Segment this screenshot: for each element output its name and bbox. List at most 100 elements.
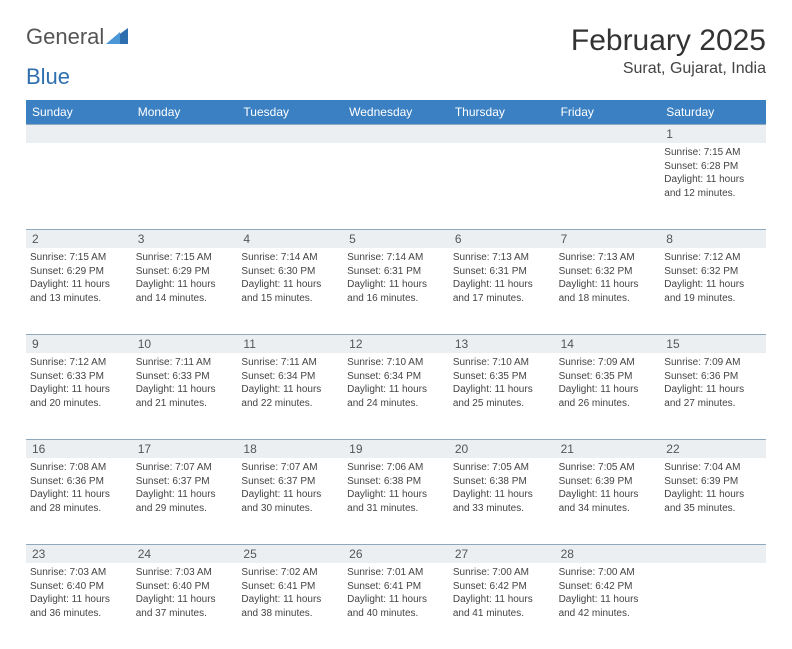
day-number (555, 125, 661, 143)
day-number: 21 (555, 440, 661, 458)
day-cell: Sunrise: 7:03 AMSunset: 6:40 PMDaylight:… (132, 563, 238, 649)
month-title: February 2025 (571, 24, 766, 58)
day-number: 28 (555, 545, 661, 563)
daylight-text: Daylight: 11 hours (664, 278, 762, 292)
day-cell: Sunrise: 7:05 AMSunset: 6:38 PMDaylight:… (449, 458, 555, 544)
daylight-text: Daylight: 11 hours (241, 383, 339, 397)
daylight-text: Daylight: 11 hours (453, 278, 551, 292)
day-number: 14 (555, 335, 661, 353)
sunrise-text: Sunrise: 7:04 AM (664, 461, 762, 475)
daylight-text: Daylight: 11 hours (241, 488, 339, 502)
daylight-text: and 34 minutes. (559, 502, 657, 516)
daylight-text: and 25 minutes. (453, 397, 551, 411)
sunset-text: Sunset: 6:34 PM (241, 370, 339, 384)
day-number: 1 (660, 125, 766, 143)
day-cell (26, 143, 132, 229)
sunrise-text: Sunrise: 7:00 AM (453, 566, 551, 580)
daylight-text: Daylight: 11 hours (30, 278, 128, 292)
sunrise-text: Sunrise: 7:13 AM (453, 251, 551, 265)
week-row: Sunrise: 7:15 AMSunset: 6:29 PMDaylight:… (26, 248, 766, 334)
daylight-text: Daylight: 11 hours (241, 593, 339, 607)
day-number: 10 (132, 335, 238, 353)
daylight-text: Daylight: 11 hours (347, 278, 445, 292)
sunrise-text: Sunrise: 7:11 AM (136, 356, 234, 370)
sunrise-text: Sunrise: 7:03 AM (30, 566, 128, 580)
day-number (343, 125, 449, 143)
logo-triangle-icon (106, 24, 128, 50)
sunrise-text: Sunrise: 7:13 AM (559, 251, 657, 265)
sunset-text: Sunset: 6:37 PM (241, 475, 339, 489)
day-header: Monday (132, 100, 238, 124)
day-number (26, 125, 132, 143)
day-cell: Sunrise: 7:10 AMSunset: 6:34 PMDaylight:… (343, 353, 449, 439)
daylight-text: and 21 minutes. (136, 397, 234, 411)
daylight-text: and 28 minutes. (30, 502, 128, 516)
calendar-body: 1Sunrise: 7:15 AMSunset: 6:28 PMDaylight… (26, 124, 766, 649)
sunrise-text: Sunrise: 7:09 AM (559, 356, 657, 370)
day-cell (555, 143, 661, 229)
day-cell: Sunrise: 7:00 AMSunset: 6:42 PMDaylight:… (555, 563, 661, 649)
daylight-text: and 35 minutes. (664, 502, 762, 516)
sunrise-text: Sunrise: 7:15 AM (30, 251, 128, 265)
day-header: Friday (555, 100, 661, 124)
sunset-text: Sunset: 6:29 PM (30, 265, 128, 279)
day-number: 15 (660, 335, 766, 353)
day-header: Thursday (449, 100, 555, 124)
day-number: 25 (237, 545, 343, 563)
day-cell: Sunrise: 7:05 AMSunset: 6:39 PMDaylight:… (555, 458, 661, 544)
day-cell: Sunrise: 7:02 AMSunset: 6:41 PMDaylight:… (237, 563, 343, 649)
day-number: 3 (132, 230, 238, 248)
sunrise-text: Sunrise: 7:10 AM (347, 356, 445, 370)
sunset-text: Sunset: 6:30 PM (241, 265, 339, 279)
calendar: Sunday Monday Tuesday Wednesday Thursday… (26, 100, 766, 649)
daylight-text: and 12 minutes. (664, 187, 762, 201)
daylight-text: Daylight: 11 hours (664, 173, 762, 187)
day-cell: Sunrise: 7:04 AMSunset: 6:39 PMDaylight:… (660, 458, 766, 544)
day-header: Tuesday (237, 100, 343, 124)
sunset-text: Sunset: 6:38 PM (347, 475, 445, 489)
date-number-strip: 2345678 (26, 229, 766, 248)
day-cell: Sunrise: 7:15 AMSunset: 6:28 PMDaylight:… (660, 143, 766, 229)
daylight-text: and 26 minutes. (559, 397, 657, 411)
daylight-text: Daylight: 11 hours (241, 278, 339, 292)
day-number (660, 545, 766, 563)
sunset-text: Sunset: 6:36 PM (30, 475, 128, 489)
daylight-text: and 41 minutes. (453, 607, 551, 621)
sunrise-text: Sunrise: 7:12 AM (30, 356, 128, 370)
daylight-text: Daylight: 11 hours (136, 278, 234, 292)
day-number: 26 (343, 545, 449, 563)
sunrise-text: Sunrise: 7:01 AM (347, 566, 445, 580)
day-cell: Sunrise: 7:07 AMSunset: 6:37 PMDaylight:… (132, 458, 238, 544)
daylight-text: and 22 minutes. (241, 397, 339, 411)
daylight-text: and 20 minutes. (30, 397, 128, 411)
daylight-text: and 14 minutes. (136, 292, 234, 306)
sunset-text: Sunset: 6:29 PM (136, 265, 234, 279)
day-number (132, 125, 238, 143)
day-cell: Sunrise: 7:08 AMSunset: 6:36 PMDaylight:… (26, 458, 132, 544)
week-row: Sunrise: 7:12 AMSunset: 6:33 PMDaylight:… (26, 353, 766, 439)
day-cell: Sunrise: 7:11 AMSunset: 6:34 PMDaylight:… (237, 353, 343, 439)
sunrise-text: Sunrise: 7:08 AM (30, 461, 128, 475)
daylight-text: and 18 minutes. (559, 292, 657, 306)
day-cell: Sunrise: 7:12 AMSunset: 6:32 PMDaylight:… (660, 248, 766, 334)
day-number: 6 (449, 230, 555, 248)
daylight-text: and 15 minutes. (241, 292, 339, 306)
sunrise-text: Sunrise: 7:03 AM (136, 566, 234, 580)
daylight-text: Daylight: 11 hours (453, 593, 551, 607)
daylight-text: and 13 minutes. (30, 292, 128, 306)
sunset-text: Sunset: 6:35 PM (559, 370, 657, 384)
daylight-text: and 40 minutes. (347, 607, 445, 621)
daylight-text: and 42 minutes. (559, 607, 657, 621)
day-cell: Sunrise: 7:15 AMSunset: 6:29 PMDaylight:… (26, 248, 132, 334)
daylight-text: and 38 minutes. (241, 607, 339, 621)
day-header: Sunday (26, 100, 132, 124)
date-number-strip: 16171819202122 (26, 439, 766, 458)
day-number: 4 (237, 230, 343, 248)
day-cell: Sunrise: 7:09 AMSunset: 6:35 PMDaylight:… (555, 353, 661, 439)
daylight-text: and 24 minutes. (347, 397, 445, 411)
day-header: Wednesday (343, 100, 449, 124)
sunrise-text: Sunrise: 7:07 AM (241, 461, 339, 475)
day-cell: Sunrise: 7:03 AMSunset: 6:40 PMDaylight:… (26, 563, 132, 649)
sunset-text: Sunset: 6:41 PM (347, 580, 445, 594)
sunset-text: Sunset: 6:32 PM (664, 265, 762, 279)
